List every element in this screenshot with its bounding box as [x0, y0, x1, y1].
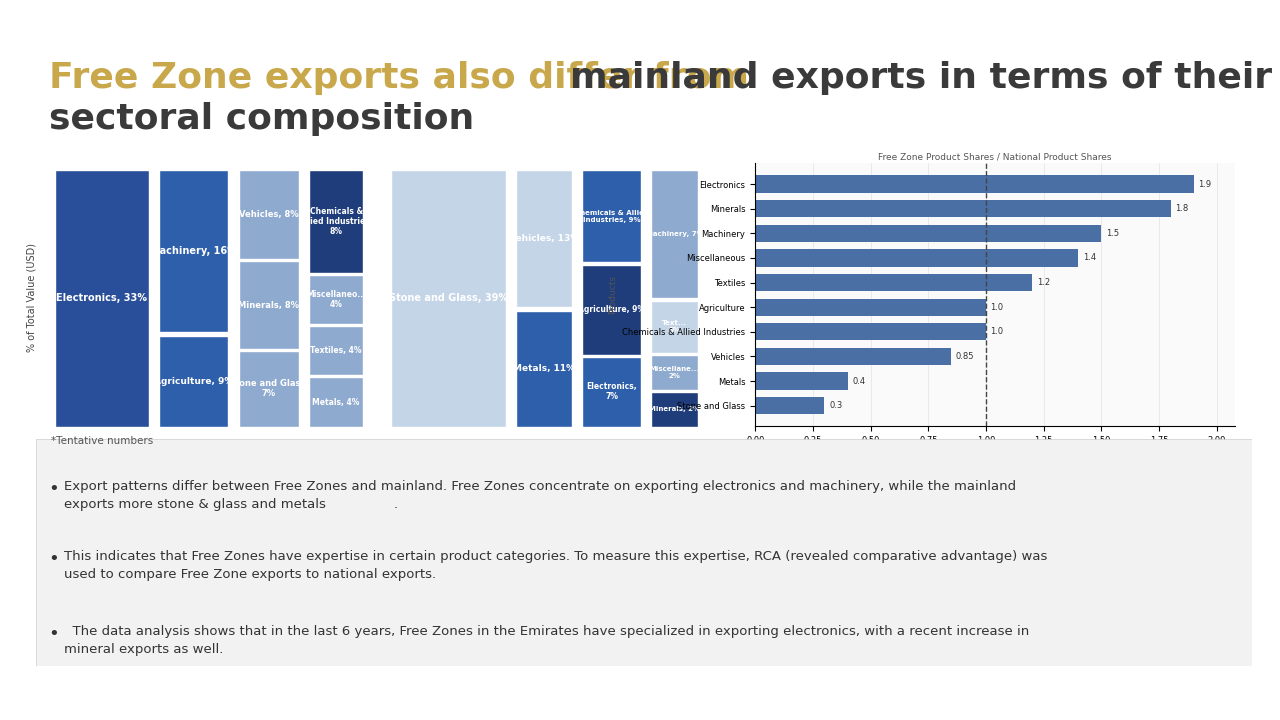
Text: Textiles, 4%: Textiles, 4% — [310, 346, 362, 355]
Text: The data analysis shows that in the last 6 years, Free Zones in the Emirates hav: The data analysis shows that in the last… — [64, 625, 1029, 656]
Text: 1.5: 1.5 — [1106, 229, 1119, 238]
Bar — [517, 311, 572, 426]
Bar — [582, 357, 641, 426]
Bar — [238, 351, 298, 426]
Text: Vehicles, 13%: Vehicles, 13% — [509, 234, 580, 243]
Text: Minerals, 8%: Minerals, 8% — [238, 300, 300, 310]
Bar — [755, 299, 986, 316]
Bar — [755, 249, 1078, 266]
Bar — [755, 323, 986, 341]
Text: Chemicals &
Allied Industries,
8%: Chemicals & Allied Industries, 8% — [300, 207, 372, 236]
Text: Chemicals & Allied
Industries, 9%: Chemicals & Allied Industries, 9% — [575, 210, 649, 222]
Bar — [652, 170, 698, 298]
Bar — [159, 170, 228, 332]
Text: Composition* of Free Zones vs. Non-Free Zone Exports by Industry (2015-2021): Composition* of Free Zones vs. Non-Free … — [56, 140, 616, 153]
Text: Text...
3%: Text... 3% — [662, 320, 687, 333]
Bar — [755, 397, 824, 414]
Text: Export patterns differ between Free Zones and mainland. Free Zones concentrate o: Export patterns differ between Free Zone… — [64, 480, 1016, 510]
Bar — [755, 225, 1101, 242]
Bar — [652, 356, 698, 390]
Bar — [755, 200, 1171, 217]
Bar — [310, 275, 364, 324]
Bar — [55, 170, 148, 426]
Text: Machinery, 16%: Machinery, 16% — [150, 246, 237, 256]
Bar — [582, 170, 641, 262]
Text: 1.0: 1.0 — [991, 302, 1004, 312]
Text: Miscellaneo...
4%: Miscellaneo... 4% — [306, 289, 366, 309]
Bar — [652, 300, 698, 354]
Bar — [517, 170, 572, 307]
Text: mainland exports in terms of their: mainland exports in terms of their — [570, 61, 1272, 95]
Text: Metals, 4%: Metals, 4% — [312, 397, 360, 407]
Bar — [392, 170, 506, 426]
Bar — [755, 348, 951, 365]
Text: Specialization of Free Zone Exports by Industry*: Specialization of Free Zone Exports by I… — [713, 140, 1052, 153]
Bar — [310, 170, 364, 273]
Bar — [755, 274, 1032, 291]
X-axis label: Free Zone RCA: Free Zone RCA — [960, 451, 1030, 461]
Title: Free Zone Product Shares / National Product Shares: Free Zone Product Shares / National Prod… — [878, 152, 1112, 161]
Text: Agriculture, 9%: Agriculture, 9% — [579, 305, 645, 314]
Circle shape — [791, 682, 1280, 709]
Text: Freezone: Freezone — [172, 447, 243, 461]
Text: 0.85: 0.85 — [956, 352, 974, 361]
Text: *Tentative numbers: *Tentative numbers — [51, 436, 154, 446]
Text: 1.8: 1.8 — [1175, 204, 1188, 213]
Text: Electronics,
7%: Electronics, 7% — [586, 382, 637, 402]
Text: 1.9: 1.9 — [1198, 179, 1211, 189]
Text: Metals, 11%: Metals, 11% — [513, 364, 575, 374]
Text: 1.4: 1.4 — [1083, 253, 1096, 262]
Text: 1.2: 1.2 — [1037, 278, 1050, 287]
Text: Electronics, 33%: Electronics, 33% — [56, 293, 147, 303]
Text: Stone and Glass,
7%: Stone and Glass, 7% — [229, 379, 308, 398]
Text: 0.3: 0.3 — [829, 401, 842, 410]
Bar — [582, 264, 641, 355]
Text: •: • — [49, 480, 59, 498]
Bar — [755, 372, 847, 390]
Text: •: • — [49, 625, 59, 643]
Bar — [159, 336, 228, 426]
Text: sectoral composition: sectoral composition — [49, 102, 474, 136]
Text: Vehicles, 8%: Vehicles, 8% — [239, 210, 298, 219]
Bar — [652, 392, 698, 426]
Text: 62: 62 — [1242, 687, 1265, 704]
Text: Stone and Glass, 39%: Stone and Glass, 39% — [389, 293, 508, 303]
Text: •: • — [49, 550, 59, 568]
Text: UNITED ARAB EMIRATES
MINISTRY OF ECONOMY: UNITED ARAB EMIRATES MINISTRY OF ECONOMY — [1138, 688, 1217, 703]
Bar — [310, 326, 364, 375]
Text: Agriculture, 9%: Agriculture, 9% — [154, 377, 233, 386]
Bar — [238, 170, 298, 259]
Text: Machinery, 7%: Machinery, 7% — [645, 231, 704, 237]
Text: % of Total Value (USD): % of Total Value (USD) — [27, 243, 37, 352]
Bar — [238, 261, 298, 348]
Y-axis label: Products: Products — [608, 275, 617, 315]
Bar — [755, 176, 1194, 193]
Text: Free Zone exports also differ from: Free Zone exports also differ from — [49, 61, 762, 95]
Bar — [310, 377, 364, 426]
Text: Mainland: Mainland — [507, 447, 579, 461]
Text: Minerals, 2%: Minerals, 2% — [649, 406, 700, 413]
Text: This indicates that Free Zones have expertise in certain product categories. To : This indicates that Free Zones have expe… — [64, 550, 1047, 581]
FancyBboxPatch shape — [36, 439, 1252, 666]
Text: 0.4: 0.4 — [852, 377, 865, 385]
Text: Miscellane...
2%: Miscellane... 2% — [649, 366, 700, 379]
Text: 1.0: 1.0 — [991, 328, 1004, 336]
